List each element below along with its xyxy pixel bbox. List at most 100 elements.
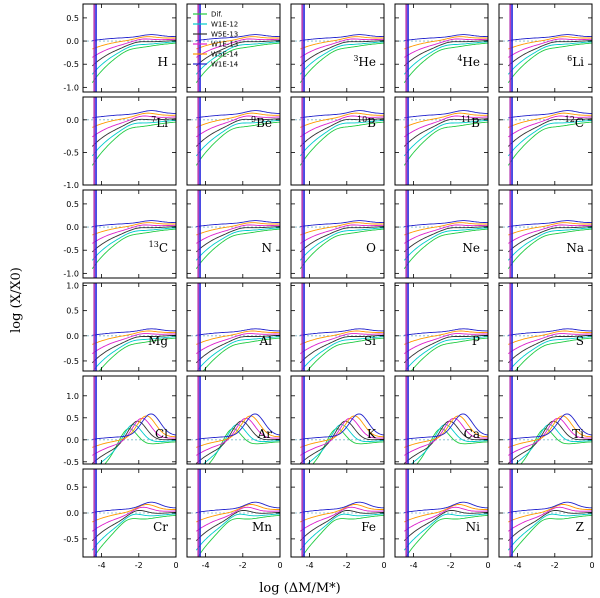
panel-1-2: 10B	[290, 96, 385, 186]
legend: Dif. W1E-12 W5E-13 W1E-13 W5E-14 W1E-14	[193, 11, 239, 69]
series-line-Dif.	[405, 514, 488, 557]
panel-frame	[82, 282, 177, 372]
series-line-W5E-14	[196, 36, 280, 50]
panel-5-2: -4 -2 0 Fe	[290, 468, 387, 570]
panel-0-3: 4He	[394, 3, 489, 93]
series-line-W5E-13	[507, 40, 592, 67]
series-line-W1E-12	[403, 119, 488, 157]
panel-2-0: 0.5 0.0 -0.5 -1.0 13C	[63, 189, 177, 279]
series-line-W5E-13	[195, 420, 280, 464]
series-line-W5E-13	[403, 420, 488, 464]
series-line-W1E-13	[92, 38, 176, 58]
series-line-W5E-14	[404, 36, 488, 50]
element-label: Ar	[257, 427, 273, 441]
series-line-W1E-13	[196, 115, 280, 138]
series-line-W5E-14	[196, 504, 280, 523]
series-line-W1E-12	[299, 119, 384, 157]
y-tick-label: 0.5	[66, 483, 79, 492]
panel-1-1: 9Be	[186, 96, 281, 186]
y-tick-label: -1.0	[63, 181, 79, 190]
panel-1-4: 12C	[498, 96, 593, 186]
panel-plot-area	[395, 376, 488, 464]
series-line-W1E-12	[404, 336, 488, 371]
element-label: Ni	[466, 520, 481, 534]
series-line-W1E-13	[300, 38, 384, 58]
series-line-W1E-14	[92, 220, 176, 228]
series-line-W5E-14	[300, 330, 384, 345]
element-label: N	[262, 241, 273, 255]
x-tick-label: -4	[202, 561, 210, 570]
panel-1-3: 11B	[394, 96, 489, 186]
element-label: 6Li	[567, 54, 584, 69]
x-tick-label: -2	[239, 561, 247, 570]
panel-plot-area	[83, 469, 176, 557]
x-tick-label: -2	[135, 561, 143, 570]
element-label: Na	[566, 241, 584, 255]
x-tick-label: 0	[173, 561, 178, 570]
y-tick-label: 0.0	[66, 332, 79, 341]
isotope-superscript: 3	[353, 54, 358, 63]
panel-0-1	[186, 3, 281, 93]
series-line-W1E-13	[404, 333, 488, 354]
series-line-W5E-13	[507, 118, 592, 147]
series-line-W1E-13	[196, 224, 280, 244]
series-line-W1E-12	[403, 513, 488, 551]
panel-2-3: Ne	[394, 189, 489, 279]
panel-4-0: 1.0 0.5 0.0 -0.5 Cl	[63, 375, 177, 467]
series-line-W5E-13	[403, 509, 488, 542]
panel-frame	[394, 3, 489, 93]
series-line-Dif.	[507, 42, 592, 83]
series-line-W1E-13	[508, 417, 592, 456]
series-line-W1E-14	[300, 110, 384, 119]
y-tick-label: 1.0	[66, 282, 79, 291]
panel-plot-area	[395, 469, 488, 557]
legend-label: W1E-13	[211, 41, 238, 49]
series-line-W1E-13	[92, 506, 176, 532]
element-label: 10B	[357, 115, 376, 130]
series-line-W1E-12	[91, 119, 176, 157]
element-symbol: Li	[156, 116, 168, 130]
panel-frame	[290, 375, 385, 465]
series-line-W1E-14	[300, 220, 384, 228]
element-label: H	[158, 55, 168, 69]
panel-frame	[290, 96, 385, 186]
panel-frame	[498, 96, 593, 186]
series-line-W5E-14	[300, 112, 384, 128]
y-tick-label: 0.0	[66, 509, 79, 518]
legend-label: W5E-13	[211, 31, 238, 39]
series-line-Dif.	[514, 337, 592, 371]
y-tick-label: -1.0	[63, 269, 79, 278]
panel-frame	[394, 375, 489, 465]
series-line-W5E-14	[300, 415, 384, 448]
series-line-W1E-13	[508, 333, 592, 354]
series-line-W1E-12	[507, 513, 592, 551]
series-line-W5E-14	[300, 504, 384, 523]
panel-3-2: Si	[290, 282, 385, 372]
series-line-W5E-14	[196, 330, 280, 345]
element-label: O	[366, 241, 376, 255]
series-line-W1E-12	[507, 119, 592, 157]
panel-plot-area	[291, 469, 384, 557]
panel-frame	[82, 189, 177, 279]
series-line-W1E-14	[508, 328, 592, 336]
x-tick-label: 0	[589, 561, 594, 570]
panel-frame	[498, 282, 593, 372]
panel-frame	[498, 189, 593, 279]
series-line-W1E-14	[196, 110, 280, 119]
series-line-W1E-13	[508, 38, 592, 58]
series-line-W1E-14	[300, 413, 384, 440]
series-line-W1E-13	[404, 115, 488, 138]
series-line-Dif.	[507, 228, 592, 269]
y-tick-label: 0.5	[66, 14, 79, 23]
series-line-Dif.	[195, 228, 280, 269]
series-line-W1E-14	[404, 110, 488, 119]
legend-label: Dif.	[211, 11, 223, 19]
panel-plot-area	[291, 376, 384, 464]
panel-frame	[394, 189, 489, 279]
element-label: Mn	[252, 520, 272, 534]
series-line-Dif.	[202, 337, 280, 371]
series-line-W5E-14	[404, 112, 488, 128]
panel-frame	[394, 282, 489, 372]
series-line-W1E-14	[404, 220, 488, 228]
